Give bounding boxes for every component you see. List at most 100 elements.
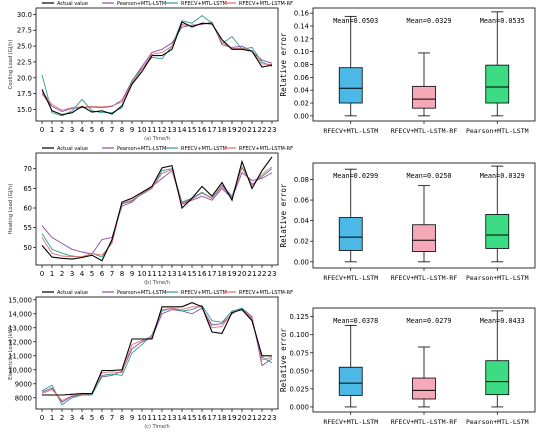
legend-entry: RFECV+MTL-LSTM-RF [239, 1, 293, 7]
x-tick-label: 22 [257, 125, 266, 134]
x-tick-label: 2 [60, 125, 65, 134]
series-line-actual-value [42, 302, 272, 396]
y-tick-label: 0.050 [290, 367, 309, 375]
x-tick-label: 16 [197, 269, 207, 278]
legend-entry: Actual value [57, 146, 88, 152]
plot-frame [35, 296, 279, 410]
mean-label: Mean=0.0329 [480, 172, 525, 180]
iqr-box [412, 224, 436, 252]
x-tick-label: 19 [227, 125, 237, 134]
x-tick-label: 3 [70, 125, 75, 134]
x-tick-label: 2 [60, 413, 65, 422]
x-tick-label: 19 [227, 269, 237, 278]
x-tick-label: 13 [167, 269, 176, 278]
x-tick-label: 5 [90, 413, 95, 422]
x-tick-label: 11 [147, 269, 156, 278]
x-category-label: Pearson+MTL-LSTM [466, 274, 529, 282]
series-line-actual-value [41, 21, 273, 116]
x-tick-label: 21 [247, 125, 256, 134]
y-tick-label: 13,000 [8, 324, 32, 332]
y-tick-label: 17.5 [17, 90, 32, 98]
x-tick-label: 20 [237, 125, 247, 134]
x-tick-label: 17 [207, 125, 216, 134]
y-tick-label: 0.14 [294, 22, 309, 30]
legend-entry: RFECV+MTL-LSTM [181, 290, 227, 296]
y-tick-label: 0.025 [290, 385, 309, 393]
x-tick-label: 0 [40, 269, 45, 278]
y-tick-label: 15,000 [8, 296, 32, 304]
y-tick-label: 0.10 [294, 48, 309, 56]
y-tick-label: 25.0 [17, 43, 32, 51]
y-tick-label: 0.08 [294, 61, 309, 69]
x-tick-label: 23 [267, 413, 276, 422]
x-tick-label: 14 [177, 413, 187, 422]
x-tick-label: 17 [207, 269, 216, 278]
x-axis-label: (c) Time/h [144, 424, 169, 430]
x-category-label: RFECV+MTL-LSTM-RF [391, 127, 458, 135]
y-tick-label: 12,000 [8, 338, 32, 346]
y-tick-label: 10,000 [8, 366, 32, 374]
y-tick-label: 55 [23, 224, 32, 232]
x-tick-label: 12 [157, 413, 166, 422]
y-tick-label: 0.06 [294, 197, 309, 205]
x-tick-label: 15 [187, 269, 196, 278]
x-tick-label: 2 [60, 269, 65, 278]
legend-entry: RFECV+MTL-LSTM [181, 1, 227, 7]
y-tick-label: 9000 [15, 380, 32, 388]
x-tick-label: 9 [130, 413, 135, 422]
y-axis-label: Relative error [279, 183, 288, 247]
y-tick-label: 0.000 [290, 403, 309, 411]
y-tick-label: 0.02 [294, 238, 309, 246]
x-tick-label: 19 [227, 413, 237, 422]
y-tick-label: 0.08 [294, 176, 309, 184]
x-axis-label: (a) Time/h [144, 136, 170, 142]
x-tick-label: 4 [80, 125, 85, 134]
x-category-label: Pearson+MTL-LSTM [466, 418, 529, 426]
x-tick-label: 20 [237, 413, 247, 422]
y-tick-label: 0.06 [294, 74, 309, 82]
x-category-label: Pearson+MTL-LSTM [466, 127, 529, 135]
y-tick-label: 65 [23, 185, 32, 193]
y-tick-label: 0.04 [294, 217, 309, 225]
x-tick-label: 10 [137, 413, 147, 422]
x-tick-label: 4 [80, 413, 85, 422]
x-tick-label: 15 [187, 125, 196, 134]
x-tick-label: 12 [157, 269, 166, 278]
iqr-box [412, 85, 436, 109]
x-tick-label: 0 [40, 125, 45, 134]
y-tick-label: 22.5 [17, 58, 32, 66]
y-tick-label: 0.12 [294, 35, 309, 43]
iqr-box [485, 214, 510, 249]
mean-label: Mean=0.0378 [333, 317, 378, 325]
x-tick-label: 11 [147, 125, 156, 134]
x-tick-label: 16 [197, 125, 207, 134]
y-tick-label: 8000 [15, 394, 32, 402]
x-category-label: RFECV+MTL-LSTM [323, 127, 378, 135]
x-tick-label: 7 [110, 269, 115, 278]
mean-label: Mean=0.0503 [333, 17, 378, 25]
x-tick-label: 1 [50, 413, 55, 422]
x-tick-label: 3 [70, 269, 75, 278]
legend-entry: RFECV+MTL-LSTM-RF [239, 290, 293, 296]
x-tick-label: 8 [120, 413, 125, 422]
legend-entry: Pearson+MTL-LSTM [117, 290, 166, 296]
y-tick-label: 0.125 [290, 313, 309, 321]
box-plot-1: 0.00 0.02 0.04 0.06 0.08 0.10 0.12 0.14 0.16 Rela… [279, 7, 536, 135]
x-tick-label: 21 [247, 413, 256, 422]
x-tick-label: 4 [80, 269, 85, 278]
y-axis-label: Electricity Load (kW) [8, 326, 14, 380]
y-tick-label: 11,000 [8, 352, 32, 360]
x-tick-label: 18 [217, 125, 227, 134]
x-tick-label: 3 [70, 413, 75, 422]
y-axis-label: Cooling Load (GJ/h) [8, 40, 14, 90]
x-tick-label: 17 [207, 413, 216, 422]
series-line-rfecv-mtl-lstm [41, 15, 273, 117]
y-tick-label: 14,000 [8, 310, 32, 318]
x-tick-label: 10 [137, 125, 147, 134]
x-tick-label: 18 [217, 269, 227, 278]
iqr-box [412, 377, 436, 400]
y-tick-label: 0.100 [290, 331, 309, 339]
x-tick-label: 14 [177, 125, 187, 134]
